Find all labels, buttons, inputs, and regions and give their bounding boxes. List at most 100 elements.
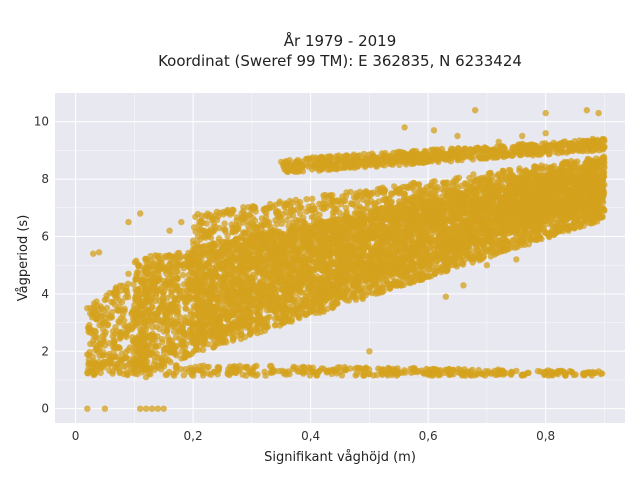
data-point (157, 304, 164, 311)
data-point (199, 250, 207, 258)
data-point (152, 297, 159, 305)
data-point (199, 372, 207, 379)
data-point (133, 257, 140, 264)
data-point (357, 286, 364, 293)
data-point (525, 241, 532, 248)
data-point (402, 369, 409, 376)
data-point (253, 324, 260, 331)
data-point (350, 291, 357, 298)
data-point (329, 304, 336, 311)
data-point (162, 371, 169, 378)
data-point (464, 251, 471, 259)
data-point (161, 357, 169, 364)
data-point (152, 342, 160, 350)
data-point (311, 304, 319, 311)
data-point (182, 299, 189, 306)
data-point (384, 372, 391, 379)
data-point (278, 315, 285, 322)
data-point (172, 284, 180, 292)
data-point (556, 368, 563, 375)
data-point (294, 312, 302, 319)
data-point (152, 336, 159, 344)
data-point (410, 278, 418, 285)
data-point (175, 304, 182, 311)
data-point (197, 363, 204, 370)
data-point (145, 364, 152, 372)
data-point (165, 337, 172, 345)
data-point (431, 267, 438, 274)
data-point (567, 223, 574, 231)
data-point (394, 365, 401, 372)
data-point (352, 372, 359, 379)
data-point (154, 309, 161, 317)
data-point (431, 367, 438, 375)
data-point (306, 365, 314, 373)
data-point (580, 214, 588, 221)
data-point (591, 369, 598, 376)
data-point (203, 220, 210, 227)
data-point (545, 231, 553, 238)
data-point (207, 371, 215, 378)
data-point (399, 275, 407, 283)
data-point (527, 229, 534, 236)
data-point (472, 254, 479, 261)
data-point (239, 371, 246, 378)
data-point (269, 368, 276, 375)
data-point (328, 370, 335, 377)
data-point (366, 284, 374, 291)
data-point (152, 278, 160, 285)
data-point (176, 291, 183, 298)
data-point (507, 241, 514, 248)
data-point (160, 288, 167, 296)
data-point (176, 335, 183, 342)
data-point (229, 334, 236, 341)
data-point (479, 370, 486, 377)
data-point (436, 370, 443, 378)
data-point (159, 295, 166, 303)
data-point (338, 372, 346, 379)
data-point (346, 365, 354, 372)
data-point (385, 281, 392, 289)
data-point (203, 364, 210, 371)
data-point (215, 366, 222, 373)
data-point (179, 327, 186, 335)
data-point (585, 369, 592, 376)
data-point (142, 255, 149, 263)
data-point (155, 316, 162, 324)
data-point (164, 301, 172, 309)
data-point (246, 330, 254, 337)
data-point (547, 371, 554, 379)
data-point (319, 307, 326, 314)
data-points (84, 107, 608, 412)
data-point (541, 371, 548, 378)
data-point (516, 236, 524, 243)
data-point (286, 370, 293, 378)
data-point (572, 371, 579, 378)
data-point (425, 266, 432, 273)
data-point (149, 323, 156, 331)
data-point (333, 370, 341, 377)
data-point (97, 369, 104, 376)
data-point (180, 372, 188, 379)
data-point (525, 235, 533, 243)
data-point (155, 255, 162, 262)
data-point (149, 350, 156, 357)
data-point (178, 320, 185, 327)
data-point (150, 361, 157, 368)
data-point (478, 255, 486, 263)
data-point (254, 371, 261, 378)
data-point (462, 372, 469, 379)
data-point (334, 300, 341, 307)
data-point (150, 260, 158, 267)
data-point (172, 268, 180, 276)
data-point (519, 371, 526, 378)
data-point (242, 364, 249, 371)
data-point (544, 220, 551, 227)
data-point (173, 369, 180, 376)
data-point (469, 259, 476, 266)
data-point (209, 308, 216, 315)
data-point (173, 352, 180, 359)
data-point (261, 368, 268, 375)
data-point (163, 266, 170, 273)
